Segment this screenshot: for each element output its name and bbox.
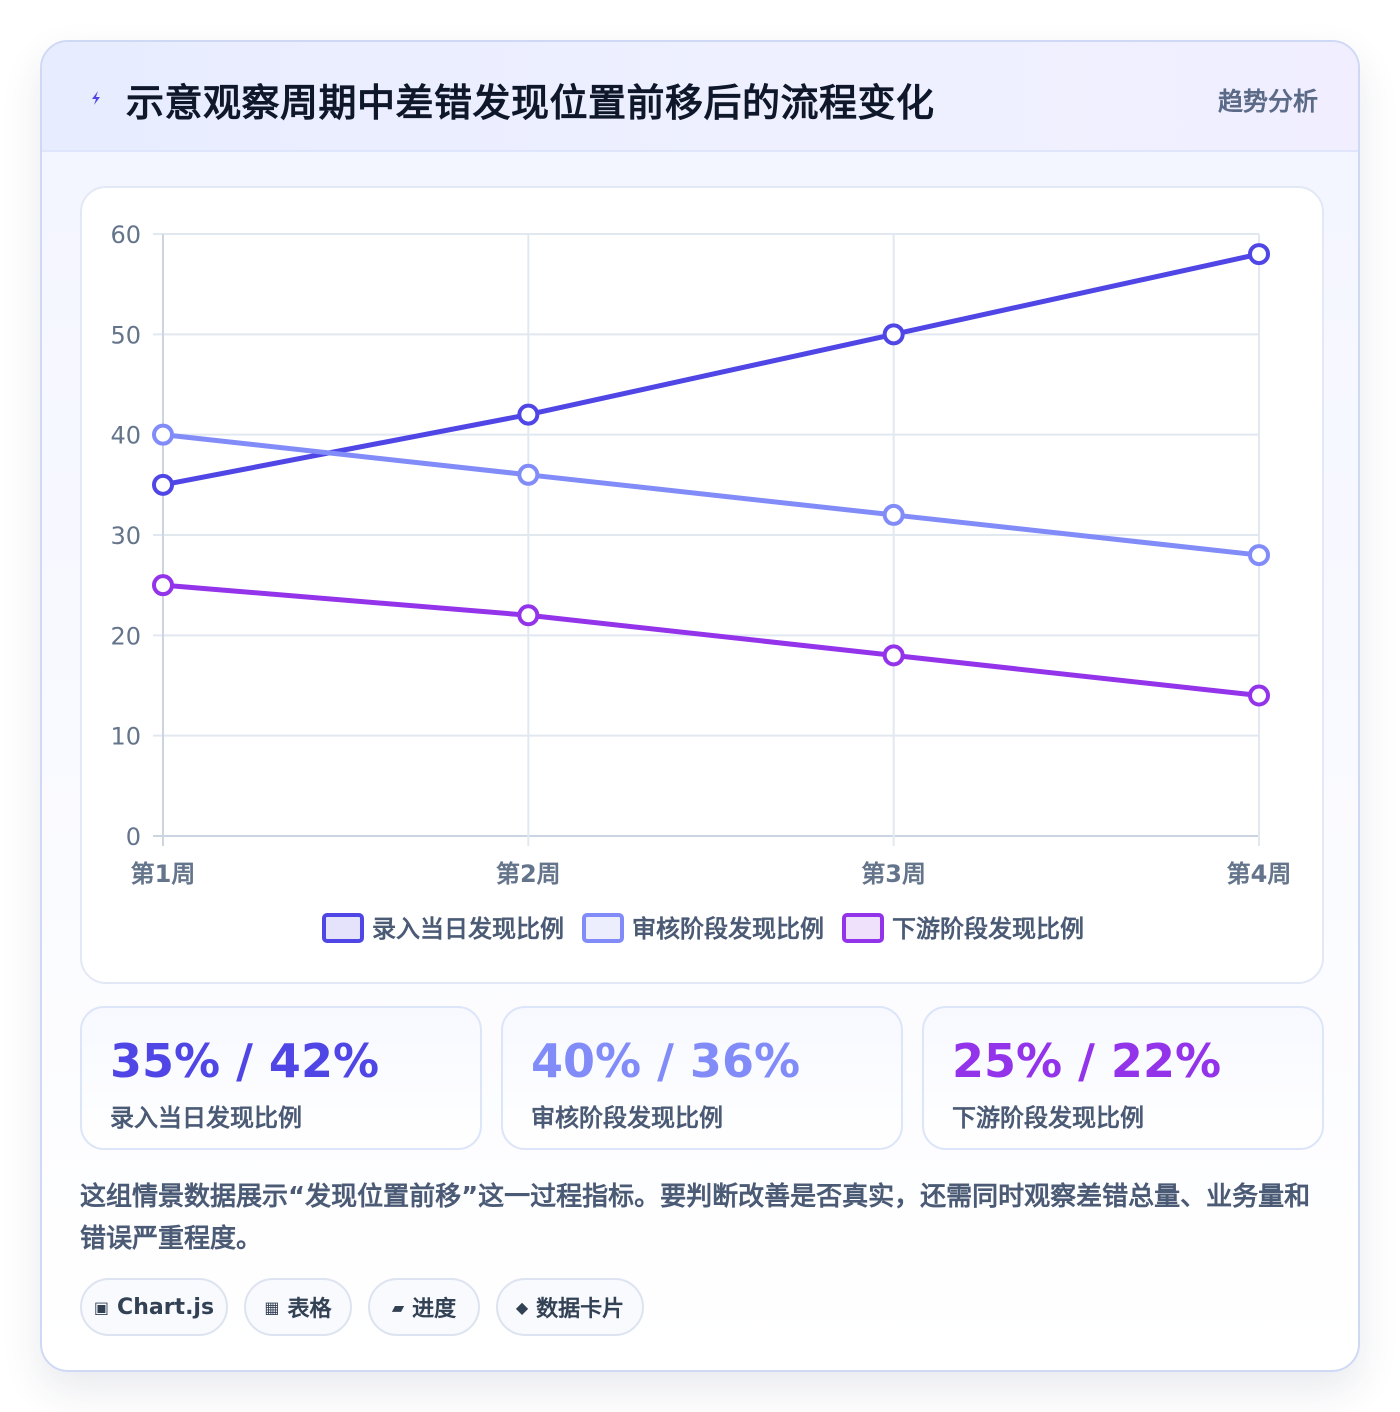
stat-label: 录入当日发现比例 [110,1104,302,1132]
x-tick-label: 第2周 [496,860,561,888]
y-tick-label: 0 [126,823,141,851]
stat-card-review: 40% / 36% 审核阶段发现比例 [501,1006,903,1150]
data-point-series-3 [517,604,540,627]
x-tick-label: 第4周 [1227,860,1292,888]
data-point-series-1 [882,323,905,346]
stat-value: 35% / 42% [110,1034,380,1088]
description-text: 这组情景数据展示“发现位置前移”这一过程指标。要判断改善是否真实，还需同时观察差… [80,1182,1311,1254]
data-point-series-2 [152,423,174,446]
chip-progress[interactable]: ▰ 进度 [368,1278,480,1336]
y-tick-label: 50 [110,321,141,349]
data-point-series-2 [517,463,540,486]
chart-card: 示意观察周期中差错发现位置前移后的流程变化 趋势分析 0 10 20 30 40 50 60… [40,40,1360,1372]
chip-label: Chart.js [117,1294,215,1320]
data-point-series-3 [1248,684,1270,707]
y-tick-label: 40 [110,422,141,450]
card-header: 示意观察周期中差错发现位置前移后的流程变化 趋势分析 [42,42,1358,152]
series-line-2 [160,432,1262,558]
page-title: 示意观察周期中差错发现位置前移后的流程变化 [126,81,935,125]
data-point-series-2 [882,503,905,526]
y-tick-label: 10 [110,723,141,751]
chip-table[interactable]: ▦ 表格 [244,1278,352,1336]
progress-icon: ▰ [391,1297,405,1317]
stat-card-entry: 35% / 42% 录入当日发现比例 [80,1006,482,1150]
data-point-series-1 [152,473,174,496]
legend-swatch-1 [322,913,365,943]
y-tick-label: 60 [110,221,141,249]
chip-label: 进度 [412,1297,457,1322]
stat-card-downstream: 25% / 22% 下游阶段发现比例 [922,1006,1324,1150]
data-point-series-2 [1248,544,1270,567]
legend-label-2: 审核阶段发现比例 [632,915,824,943]
y-tick-label: 30 [110,522,141,550]
data-point-series-3 [152,574,174,597]
legend-swatch-2 [582,913,625,943]
grid-icon: ▦ [264,1297,280,1317]
series-line-3 [160,582,1262,699]
stat-label: 下游阶段发现比例 [952,1104,1144,1132]
data-point-series-3 [882,644,905,667]
chart-area: 0 10 20 30 40 50 60 第1周 第2周 第3周 第4周录入当日发现比例 审核阶段发现比… [80,186,1324,984]
data-point-series-1 [517,403,540,426]
legend-swatch-3 [841,913,884,943]
chip-label: 数据卡片 [536,1297,625,1322]
chip-label: 表格 [287,1297,332,1322]
series-line-1 [160,251,1262,488]
x-tick-label: 第1周 [131,860,196,888]
data-point-series-1 [1248,243,1270,266]
diamond-icon: ◆ [515,1297,529,1317]
legend-label-3: 下游阶段发现比例 [892,915,1084,943]
legend-label-1: 录入当日发现比例 [372,915,564,943]
stat-value: 25% / 22% [952,1034,1222,1088]
square-icon: ▣ [93,1297,110,1317]
stat-value: 40% / 36% [531,1034,801,1088]
trend-tag: 趋势分析 [1217,87,1318,116]
bolt-icon [92,91,100,105]
chip-data-card[interactable]: ◆ 数据卡片 [496,1278,644,1336]
chip-chartjs[interactable]: ▣ Chart.js [80,1278,228,1336]
y-tick-label: 20 [110,622,141,650]
x-tick-label: 第3周 [861,860,926,888]
stat-label: 审核阶段发现比例 [531,1104,723,1132]
